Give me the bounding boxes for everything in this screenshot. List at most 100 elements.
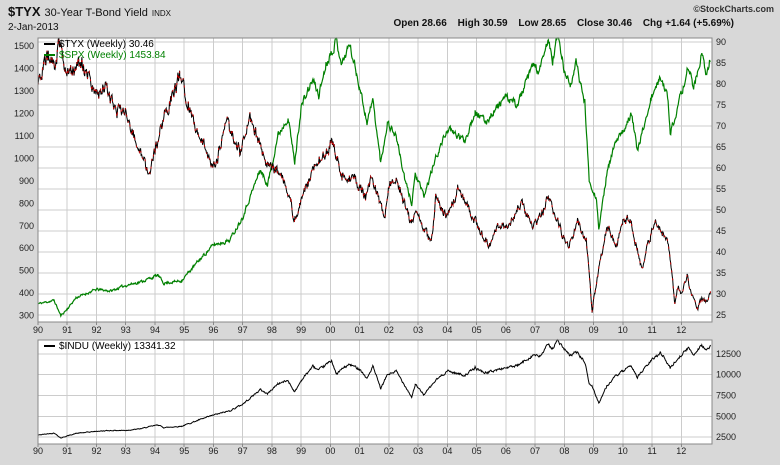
left-axis-label: 1200 — [14, 108, 34, 118]
x-axis-label: 04 — [442, 446, 452, 456]
chart-header: $TYX 30-Year T-Bond Yield INDX 2-Jan-2013 — [8, 3, 171, 33]
right-axis-label: 12500 — [716, 349, 741, 359]
chart-date: 2-Jan-2013 — [8, 22, 59, 33]
legend-dash-icon — [44, 43, 55, 46]
x-axis-label: 98 — [267, 446, 277, 456]
right-axis-label: 25 — [716, 310, 726, 320]
x-axis-label: 90 — [33, 325, 43, 335]
quote-open-label: Open — [393, 18, 419, 29]
right-axis-label: 70 — [716, 121, 726, 131]
left-axis-label: 1500 — [14, 41, 34, 51]
indu-series-line — [38, 338, 711, 439]
quote-open: Open 28.66 — [393, 18, 446, 29]
symbol: $TYX — [8, 4, 41, 19]
x-axis-label: 05 — [472, 446, 482, 456]
x-axis-label: 93 — [121, 325, 131, 335]
right-axis-label: 80 — [716, 79, 726, 89]
x-axis-label: 09 — [589, 325, 599, 335]
x-axis-label: 08 — [559, 325, 569, 335]
x-axis-label: 00 — [325, 446, 335, 456]
x-axis-label: 03 — [413, 325, 423, 335]
left-axis-label: 600 — [19, 243, 34, 253]
right-axis-label: 50 — [716, 205, 726, 215]
right-axis-label: 75 — [716, 100, 726, 110]
x-axis-label: 94 — [150, 446, 160, 456]
x-axis-label: 06 — [501, 325, 511, 335]
legend-label: $TYX (Weekly) 30.46 — [59, 39, 154, 50]
x-axis-label: 97 — [238, 325, 248, 335]
x-axis-label: 92 — [91, 446, 101, 456]
spx-series-line — [37, 37, 711, 318]
left-axis-label: 700 — [19, 221, 34, 231]
legend-label: $INDU (Weekly) 13341.32 — [59, 341, 176, 352]
x-axis-label: 90 — [33, 446, 43, 456]
main-chart-legend: $TYX (Weekly) 30.46 $SPX (Weekly) 1453.84 — [44, 39, 166, 61]
x-axis-label: 96 — [208, 325, 218, 335]
legend-label: $SPX (Weekly) 1453.84 — [59, 50, 166, 61]
x-axis-label: 05 — [472, 325, 482, 335]
right-axis-label: 35 — [716, 268, 726, 278]
plot-background — [38, 340, 712, 444]
x-axis-label: 96 — [208, 446, 218, 456]
quote-chg-label: Chg — [642, 18, 663, 29]
x-axis-label: 00 — [325, 325, 335, 335]
x-axis-label: 01 — [355, 446, 365, 456]
quote-chg-value: +1.64 (+5.69%) — [665, 18, 734, 29]
legend-dash-icon — [44, 345, 55, 348]
right-axis-label: 2500 — [716, 432, 736, 442]
x-axis-label: 93 — [121, 446, 131, 456]
right-axis-label: 7500 — [716, 390, 736, 400]
quote-open-value: 28.66 — [421, 18, 447, 29]
right-axis-label: 5000 — [716, 411, 736, 421]
left-axis-label: 1100 — [15, 131, 34, 141]
x-axis-label: 99 — [296, 325, 306, 335]
x-axis-label: 03 — [413, 446, 423, 456]
quote-low: Low 28.65 — [518, 18, 566, 29]
left-axis-label: 400 — [19, 288, 34, 298]
x-axis-label: 06 — [501, 446, 511, 456]
x-axis-label: 02 — [384, 446, 394, 456]
x-axis-label: 11 — [647, 325, 656, 335]
tyx-fleck-overlay — [37, 37, 711, 313]
quote-chg: Chg +1.64 (+5.69%) — [643, 18, 734, 29]
right-axis-label: 65 — [716, 142, 726, 152]
legend-dash-icon — [44, 54, 55, 57]
right-axis-label: 40 — [716, 247, 726, 257]
left-axis-label: 1400 — [14, 63, 34, 73]
x-axis-label: 97 — [238, 446, 248, 456]
quote-line: Open 28.66 High 30.59 Low 28.65 Close 30… — [385, 18, 734, 29]
plot-background — [38, 38, 712, 322]
right-axis-label: 45 — [716, 226, 726, 236]
x-axis-label: 98 — [267, 325, 277, 335]
copyright: ©StockCharts.com — [693, 4, 774, 14]
x-axis-label: 99 — [296, 446, 306, 456]
x-axis-label: 95 — [179, 446, 189, 456]
plot-border — [37, 37, 713, 323]
exchange-label: INDX — [151, 9, 171, 18]
x-axis-label: 92 — [91, 325, 101, 335]
quote-low-value: 28.65 — [541, 18, 567, 29]
x-axis-label: 07 — [530, 446, 540, 456]
title-line: $TYX 30-Year T-Bond Yield INDX — [8, 3, 171, 21]
main-chart: 1500140013001200110010009008007006005004… — [14, 37, 726, 335]
x-axis-label: 91 — [62, 325, 72, 335]
page-title: 30-Year T-Bond Yield — [44, 7, 148, 19]
left-axis-label: 1300 — [14, 86, 34, 96]
right-axis-label: 30 — [716, 289, 726, 299]
indu-legend: $INDU (Weekly) 13341.32 — [44, 341, 176, 352]
right-axis-label: 85 — [716, 58, 726, 68]
x-axis-label: 94 — [150, 325, 160, 335]
right-axis-label: 90 — [716, 37, 726, 47]
right-axis-label: 60 — [716, 163, 726, 173]
left-axis-label: 300 — [19, 311, 34, 321]
x-axis-label: 95 — [179, 325, 189, 335]
x-axis-label: 10 — [618, 446, 628, 456]
quote-high-value: 30.59 — [482, 18, 508, 29]
right-axis-label: 55 — [716, 184, 726, 194]
x-axis-label: 07 — [530, 325, 540, 335]
plot-border — [37, 339, 713, 445]
x-axis-label: 04 — [442, 325, 452, 335]
left-axis-label: 500 — [19, 266, 34, 276]
quote-high-label: High — [457, 18, 480, 29]
